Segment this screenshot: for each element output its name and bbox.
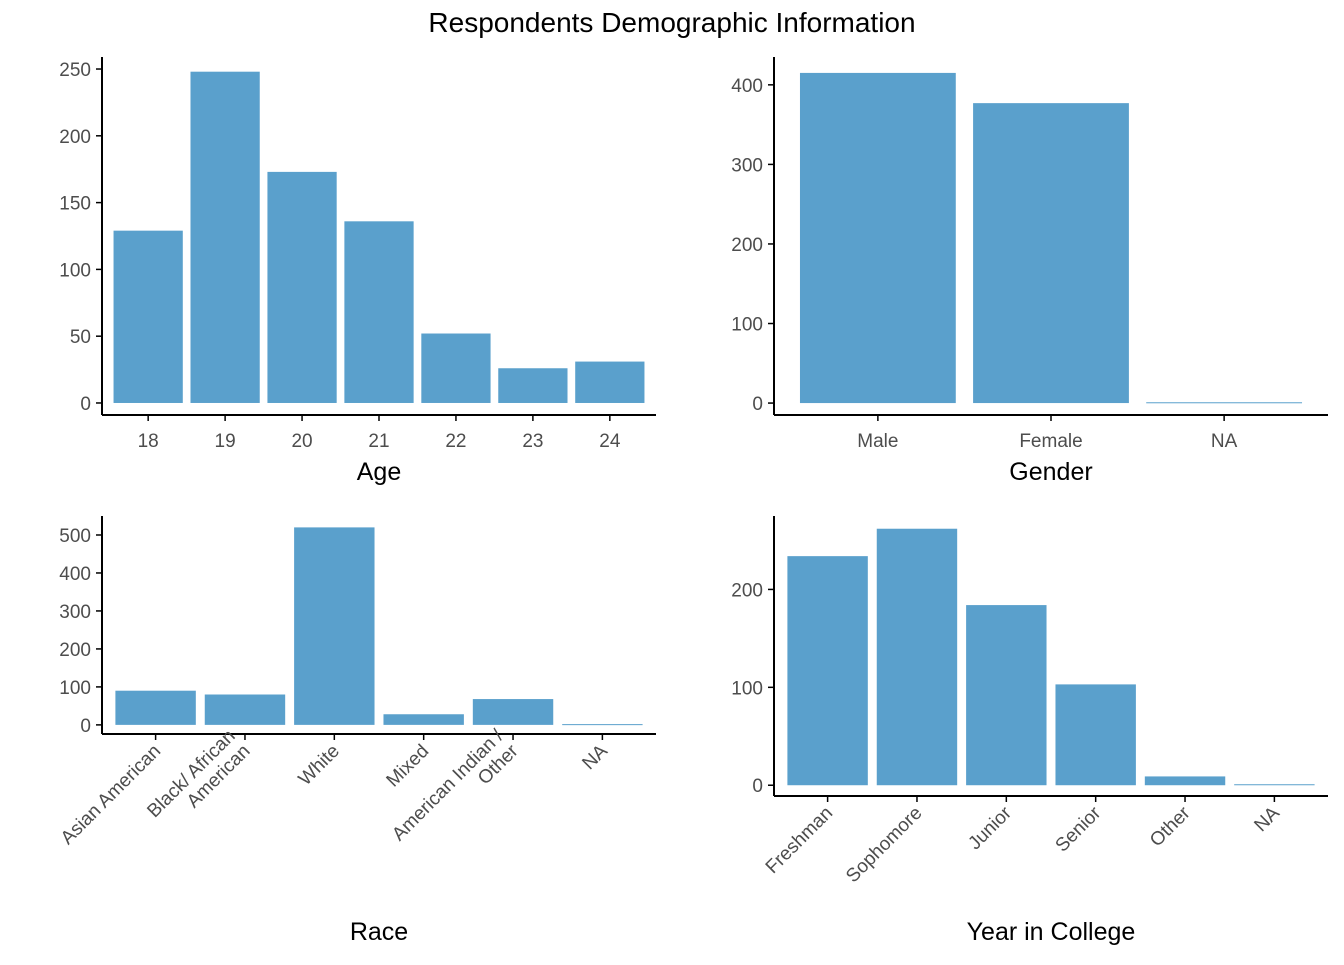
y-tick-label: 200 [731,235,763,256]
x-tick-label: 19 [215,431,236,452]
bar [472,699,554,725]
x-tick-label: Freshman [762,803,837,878]
y-tick-label: 500 [59,526,91,547]
bar [1055,684,1136,786]
x-tick-label: NA [578,740,612,774]
x-tick-label: Junior [964,802,1016,854]
bar [973,103,1129,404]
x-axis-title: Race [350,918,408,946]
bar [966,605,1047,786]
bar [421,333,491,403]
chart-panel-1: 0 50 100 150 200 250 18 19 20 21 22 23 24 Age [59,57,656,486]
y-tick-label: 100 [731,678,763,699]
x-tick-label: 21 [368,431,389,452]
y-tick-label: 300 [59,602,91,623]
x-tick-label: 18 [138,431,159,452]
x-tick-label: Other [1146,802,1195,851]
y-tick-label: 50 [70,327,91,348]
bar [344,221,414,403]
bar [799,72,956,404]
y-tick-label: 100 [59,260,91,281]
x-tick-label: Mixed [383,741,434,792]
y-tick-label: 200 [59,640,91,661]
y-tick-label: 400 [731,76,763,97]
x-tick-label: American Indian /Other [388,725,523,860]
x-tick-label: Black/ AfricanAmerican [143,726,254,837]
bar [498,368,568,403]
bar [1144,776,1226,786]
x-tick-label: Asian American [57,741,165,849]
bar [383,714,464,725]
x-tick-label: 23 [522,431,543,452]
y-tick-label: 250 [59,60,91,81]
chart-panel-4: 0 100 200 Freshman Sophomore Junior Senior Othe… [731,516,1328,946]
y-tick-label: 150 [59,194,91,215]
bar [115,690,196,725]
bar [1234,784,1315,786]
y-tick-label: 200 [59,127,91,148]
y-tick-label: 100 [59,678,91,699]
bar [1146,402,1303,404]
bar [294,527,375,725]
y-tick-label: 0 [80,716,91,737]
y-tick-label: 300 [731,155,763,176]
x-tick-label: 24 [599,431,621,452]
x-tick-label: 20 [291,431,312,452]
bar [267,171,337,403]
x-axis-title: Year in College [967,918,1136,946]
x-tick-label: Male [857,431,898,452]
bar [562,724,643,726]
x-tick-label: Senior [1052,802,1106,856]
figure-title: Respondents Demographic Information [428,7,915,38]
x-tick-label: Sophomore [842,803,926,887]
bar [204,694,286,725]
y-tick-label: 200 [731,580,763,601]
x-tick-label: White [295,741,344,790]
chart-panel-2: 0 100 200 300 400 Male Female NA Gender [731,57,1328,486]
x-axis-title: Gender [1009,458,1092,486]
y-tick-label: 0 [752,394,763,415]
y-tick-label: 0 [80,394,91,415]
x-tick-label: 22 [445,431,466,452]
bar [113,230,183,403]
x-axis-title: Age [357,458,401,486]
bar [876,528,958,786]
y-tick-label: 400 [59,564,91,585]
y-tick-label: 0 [752,776,763,797]
x-tick-label: NA [1250,802,1284,836]
x-tick-label: NA [1211,431,1238,452]
bar [190,71,260,403]
y-tick-label: 100 [731,315,763,336]
bar [787,556,868,786]
bar [575,361,645,403]
x-tick-label: Female [1019,431,1082,452]
